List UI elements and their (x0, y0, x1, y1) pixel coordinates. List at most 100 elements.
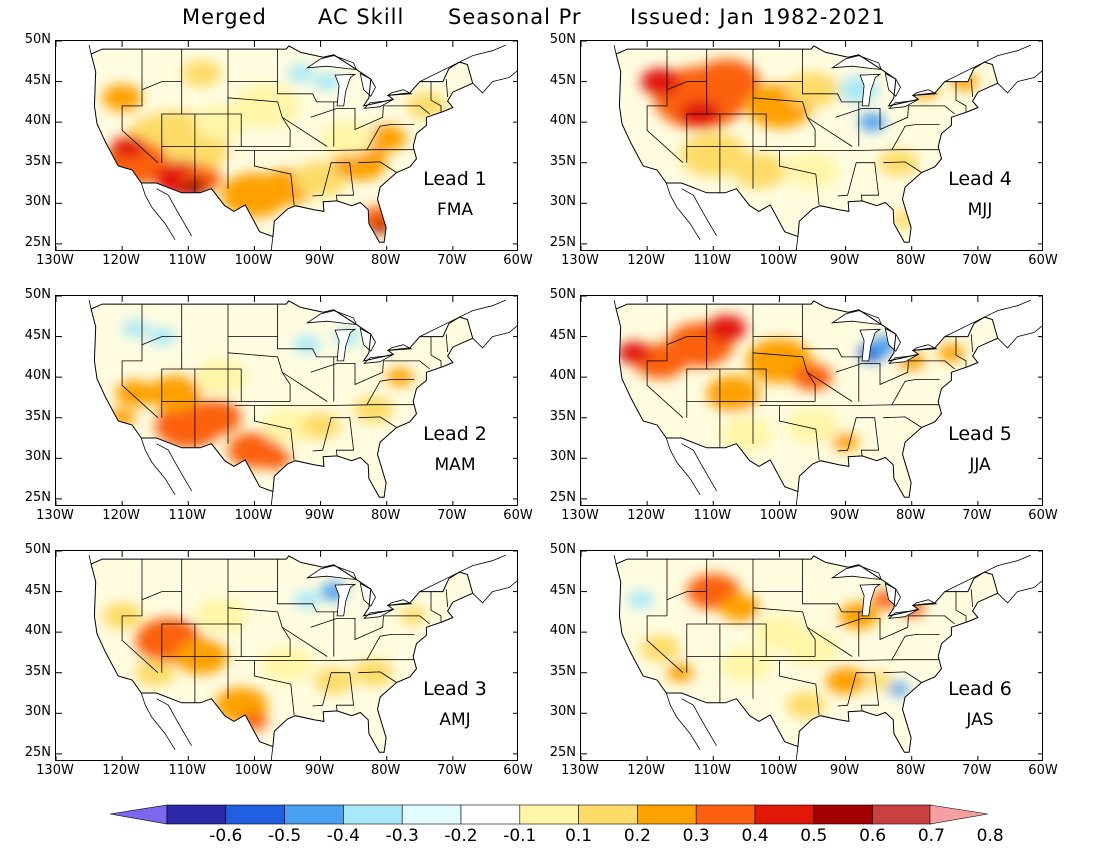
skill-region (640, 634, 681, 662)
lon-tick-label: 70W (437, 508, 467, 523)
lat-tick-label: 30N (24, 449, 51, 465)
state-boundary (752, 97, 853, 147)
state-boundary (706, 368, 816, 402)
great-lake (830, 55, 882, 70)
lon-tick-label: 80W (896, 508, 926, 523)
state-boundary (955, 336, 967, 367)
skill-region (194, 359, 248, 396)
lead-label: Lead 5 (948, 423, 1012, 445)
lat-tick-label: 45N (549, 72, 576, 88)
state-boundary (646, 49, 684, 163)
figure-title: Merged AC Skill Seasonal Pr Issued: Jan … (0, 5, 1100, 33)
lon-tick-label: 120W (627, 253, 665, 268)
map-panel-4: 50N 45N 40N 35N 30N 25N 130W 120W 110W 100W 90W 80W… (550, 287, 1100, 545)
colorbar-swatch (284, 804, 344, 825)
state-boundary (837, 162, 880, 201)
coastline (795, 491, 799, 505)
colorbar-tick-label: 0.5 (800, 826, 828, 846)
skill-region (313, 72, 341, 91)
lat-tick-label: 40N (549, 368, 576, 384)
lon-tick-label: 80W (371, 508, 401, 523)
lon-tick-label: 60W (1028, 763, 1058, 778)
state-boundary (161, 336, 183, 418)
state-boundary (281, 372, 291, 402)
state-boundary (234, 659, 415, 661)
great-lake (911, 344, 938, 351)
skill-region (719, 416, 773, 452)
lon-tick-label: 60W (503, 763, 533, 778)
colorbar-tick-label: 0.4 (741, 826, 769, 846)
lon-tick-label: 70W (962, 763, 992, 778)
coastline (665, 692, 701, 751)
state-boundary (383, 360, 430, 370)
skill-region (386, 368, 414, 387)
lat-tick-label: 25N (24, 234, 51, 250)
coastline (944, 554, 1031, 592)
state-boundary (253, 405, 295, 460)
state-boundary (277, 49, 341, 103)
coastline (472, 70, 517, 94)
skill-region (261, 407, 314, 444)
state-boundary (181, 368, 291, 402)
state-boundary (445, 589, 448, 608)
lon-tick-label: 130W (36, 763, 74, 778)
skill-region (294, 161, 348, 197)
map-frame (580, 40, 1043, 251)
state-boundary (686, 591, 708, 673)
skill-region (313, 667, 354, 695)
map-frame (580, 550, 1043, 761)
state-boundary (366, 124, 415, 150)
state-boundary (430, 591, 442, 622)
state-boundary (891, 634, 940, 660)
state-boundary (970, 334, 973, 353)
lat-tick-label: 25N (549, 489, 576, 505)
coastline (997, 580, 1042, 604)
season-label: JJA (969, 455, 991, 475)
lat-tick-label: 40N (549, 623, 576, 639)
skill-region (680, 132, 747, 177)
lat-tick-label: 30N (24, 704, 51, 720)
lat-tick-label: 50N (24, 287, 51, 302)
lead-label: Lead 6 (948, 678, 1012, 700)
skill-region (858, 113, 886, 132)
skill-region (706, 375, 760, 412)
lon-tick-label: 130W (561, 253, 599, 268)
lon-tick-label: 130W (36, 253, 74, 268)
coastline (140, 437, 176, 496)
title-variable: Seasonal Pr (448, 5, 582, 29)
colorbar: -0.6 -0.5 -0.4 -0.3 -0.2 -0.1 0.1 0.2 0.3 0.4 0.5 0… (100, 800, 1004, 850)
lon-tick-label: 70W (437, 763, 467, 778)
colorbar-swatch (872, 804, 932, 825)
colorbar-tick-label: -0.1 (503, 826, 537, 846)
conus-outline (615, 555, 999, 753)
lat-tick-label: 40N (549, 113, 576, 129)
colorbar-tick-label: 0.1 (565, 826, 593, 846)
state-boundary (686, 81, 708, 163)
lon-tick-label: 60W (1028, 253, 1058, 268)
coastline (944, 299, 1031, 337)
coastline (156, 188, 192, 237)
season-label: FMA (436, 200, 474, 220)
great-lake (830, 310, 882, 325)
state-boundary (752, 607, 853, 657)
lon-tick-label: 120W (102, 763, 140, 778)
lon-tick-label: 110W (168, 763, 207, 778)
skill-region (294, 590, 321, 609)
usa-map (581, 41, 1042, 250)
colorbar-tick-label: 0.3 (682, 826, 710, 846)
state-boundary (835, 615, 909, 641)
coastline (665, 182, 701, 241)
skill-region (733, 152, 787, 189)
colorbar-tick-label: -0.5 (268, 826, 302, 846)
lat-tick-label: 45N (549, 582, 576, 598)
state-boundary (227, 607, 328, 657)
coastline (997, 325, 1042, 349)
state-boundary (383, 615, 430, 625)
lat-tick-label: 35N (24, 663, 51, 679)
state-boundary (835, 105, 909, 131)
state-boundary (253, 150, 295, 205)
lat-tick-label: 50N (549, 32, 576, 47)
skill-region (406, 92, 447, 120)
skill-region (234, 83, 301, 129)
lat-tick-label: 30N (549, 194, 576, 210)
